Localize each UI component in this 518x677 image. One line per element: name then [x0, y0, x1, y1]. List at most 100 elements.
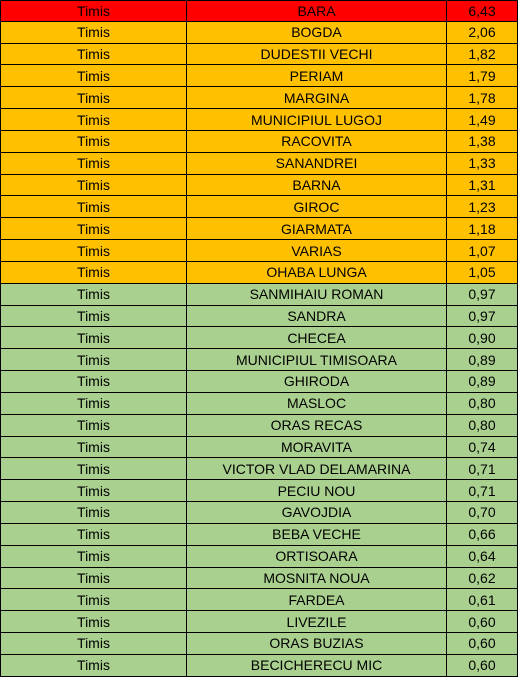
value-cell: 0,89	[447, 371, 518, 393]
table-row: Timis MASLOC 0,80	[0, 392, 518, 415]
value-cell: 0,97	[447, 305, 518, 328]
table-row: Timis GIARMATA 1,18	[0, 218, 518, 241]
locality-cell: ORAS RECAS	[187, 414, 447, 437]
county-cell: Timis	[0, 65, 187, 88]
value-cell: 0,60	[447, 633, 518, 655]
table-row: Timis MOSNITA NOUA 0,62	[0, 567, 518, 590]
county-cell: Timis	[0, 545, 187, 568]
value-cell: 0,66	[447, 523, 518, 546]
table-row: Timis GHIRODA 0,89	[0, 371, 518, 393]
locality-cell: PERIAM	[187, 65, 447, 88]
table-row: Timis SANMIHAIU ROMAN 0,97	[0, 283, 518, 306]
county-cell: Timis	[0, 480, 187, 503]
locality-cell: RACOVITA	[187, 130, 447, 153]
county-cell: Timis	[0, 436, 187, 459]
locality-cell: MARGINA	[187, 87, 447, 110]
locality-cell: BOGDA	[187, 21, 447, 44]
value-cell: 1,07	[447, 240, 518, 262]
locality-cell: MORAVITA	[187, 436, 447, 459]
value-cell: 0,71	[447, 480, 518, 503]
locality-cell: OHABA LUNGA	[187, 261, 447, 284]
table-row: Timis MUNICIPIUL TIMISOARA 0,89	[0, 349, 518, 372]
table-row: Timis MORAVITA 0,74	[0, 436, 518, 459]
table-row: Timis DUDESTII VECHI 1,82	[0, 43, 518, 66]
value-cell: 1,05	[447, 261, 518, 284]
value-cell: 0,70	[447, 502, 518, 524]
value-cell: 0,80	[447, 414, 518, 437]
locality-cell: BARA	[187, 0, 447, 22]
county-cell: Timis	[0, 654, 187, 677]
value-cell: 0,71	[447, 458, 518, 481]
locality-cell: FARDEA	[187, 589, 447, 612]
county-cell: Timis	[0, 196, 187, 219]
table-row: Timis MARGINA 1,78	[0, 87, 518, 110]
county-cell: Timis	[0, 349, 187, 372]
county-cell: Timis	[0, 567, 187, 590]
county-cell: Timis	[0, 152, 187, 175]
table-row: Timis VARIAS 1,07	[0, 240, 518, 262]
locality-cell: GIARMATA	[187, 218, 447, 241]
value-cell: 1,18	[447, 218, 518, 241]
table-row: Timis SANANDREI 1,33	[0, 152, 518, 175]
county-cell: Timis	[0, 261, 187, 284]
value-cell: 1,78	[447, 87, 518, 110]
locality-cell: BECICHERECU MIC	[187, 654, 447, 677]
table-row: Timis ORAS RECAS 0,80	[0, 414, 518, 437]
table-row: Timis RACOVITA 1,38	[0, 130, 518, 153]
locality-cell: MOSNITA NOUA	[187, 567, 447, 590]
county-cell: Timis	[0, 589, 187, 612]
county-cell: Timis	[0, 371, 187, 393]
county-cell: Timis	[0, 611, 187, 634]
value-cell: 1,33	[447, 152, 518, 175]
value-cell: 1,31	[447, 174, 518, 197]
locality-cell: LIVEZILE	[187, 611, 447, 634]
table-row: Timis FARDEA 0,61	[0, 589, 518, 612]
table-row: Timis LIVEZILE 0,60	[0, 611, 518, 634]
county-cell: Timis	[0, 327, 187, 350]
locality-cell: CHECEA	[187, 327, 447, 350]
value-cell: 0,62	[447, 567, 518, 590]
table-row: Timis BARNA 1,31	[0, 174, 518, 197]
locality-cell: DUDESTII VECHI	[187, 43, 447, 66]
value-cell: 0,97	[447, 283, 518, 306]
table-row: Timis BARA 6,43	[0, 0, 518, 22]
value-cell: 0,64	[447, 545, 518, 568]
table-row: Timis BEBA VECHE 0,66	[0, 523, 518, 546]
locality-cell: SANDRA	[187, 305, 447, 328]
county-cell: Timis	[0, 0, 187, 22]
locality-cell: VARIAS	[187, 240, 447, 262]
locality-cell: BEBA VECHE	[187, 523, 447, 546]
value-cell: 0,90	[447, 327, 518, 350]
locality-cell: ORAS BUZIAS	[187, 633, 447, 655]
locality-cell: MUNICIPIUL LUGOJ	[187, 109, 447, 131]
value-cell: 1,49	[447, 109, 518, 131]
locality-cell: ORTISOARA	[187, 545, 447, 568]
table-row: Timis ORTISOARA 0,64	[0, 545, 518, 568]
locality-cell: MUNICIPIUL TIMISOARA	[187, 349, 447, 372]
value-cell: 0,60	[447, 611, 518, 634]
table-row: Timis ORAS BUZIAS 0,60	[0, 633, 518, 655]
county-cell: Timis	[0, 414, 187, 437]
value-cell: 0,80	[447, 392, 518, 415]
county-cell: Timis	[0, 283, 187, 306]
locality-cell: BARNA	[187, 174, 447, 197]
locality-cell: VICTOR VLAD DELAMARINA	[187, 458, 447, 481]
locality-cell: GIROC	[187, 196, 447, 219]
value-cell: 0,60	[447, 654, 518, 677]
locality-cell: MASLOC	[187, 392, 447, 415]
county-cell: Timis	[0, 87, 187, 110]
county-cell: Timis	[0, 458, 187, 481]
value-cell: 1,82	[447, 43, 518, 66]
value-cell: 0,61	[447, 589, 518, 612]
county-cell: Timis	[0, 502, 187, 524]
table-row: Timis MUNICIPIUL LUGOJ 1,49	[0, 109, 518, 131]
value-cell: 1,23	[447, 196, 518, 219]
table-row: Timis GIROC 1,23	[0, 196, 518, 219]
value-cell: 1,38	[447, 130, 518, 153]
table-row: Timis PERIAM 1,79	[0, 65, 518, 88]
table-row: Timis VICTOR VLAD DELAMARINA 0,71	[0, 458, 518, 481]
table-row: Timis BOGDA 2,06	[0, 21, 518, 44]
locality-cell: GAVOJDIA	[187, 502, 447, 524]
locality-cell: GHIRODA	[187, 371, 447, 393]
